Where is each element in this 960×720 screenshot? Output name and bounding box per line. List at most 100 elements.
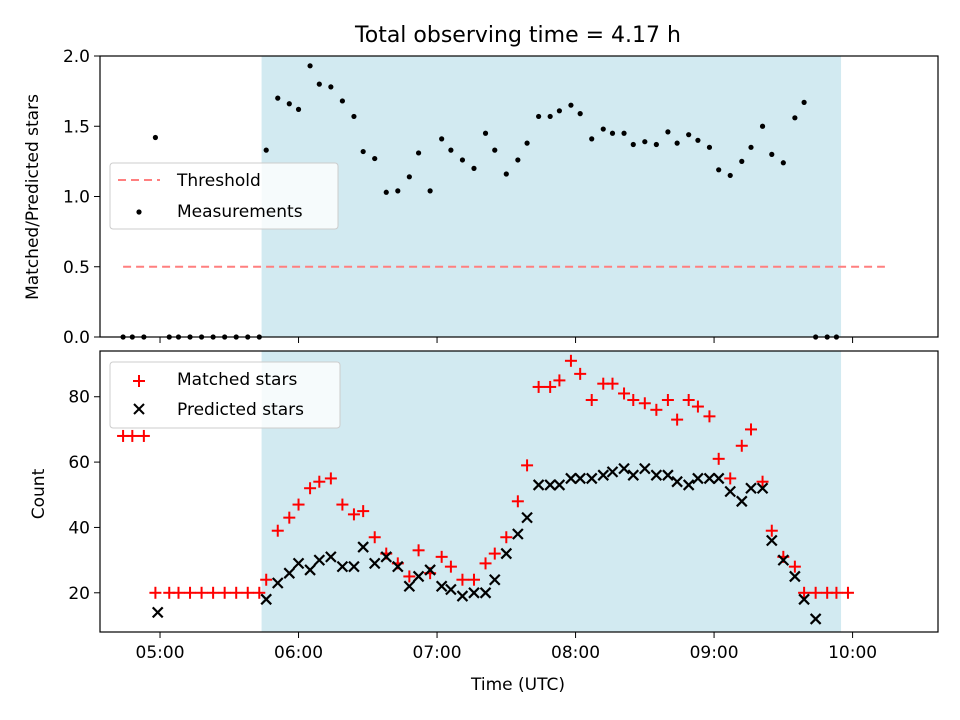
measurement-point [686, 132, 692, 138]
predicted-star-point [597, 469, 610, 481]
matched-star-point [756, 475, 769, 488]
predicted-star-point [745, 482, 757, 495]
measurement-point [328, 84, 334, 90]
measurement-point [780, 160, 786, 166]
predicted-star-point [348, 560, 360, 573]
measurement-point [427, 188, 433, 194]
matched-legend-marker [133, 375, 145, 387]
measurement-point [739, 158, 745, 164]
matched-star-point [260, 573, 273, 586]
predicted-star-point [574, 472, 586, 485]
matched-star-point [703, 410, 716, 423]
matched-star-point [241, 586, 254, 599]
y-tick-label: 20 [68, 584, 90, 604]
count-plot-frame [99, 350, 939, 633]
measurement-point [536, 113, 542, 120]
matched-star-point [253, 586, 266, 599]
matched-star-point [184, 586, 197, 599]
matched-star-point [357, 505, 370, 518]
measurement-point [406, 174, 412, 180]
predicted-star-point [618, 462, 630, 475]
matched-star-point [444, 560, 457, 573]
matched-star-point [691, 400, 704, 413]
matched-star-point [230, 586, 243, 599]
matched-star-point [618, 387, 631, 400]
matched-star-point [456, 573, 469, 586]
count-legend: Matched stars Predicted stars [109, 361, 341, 429]
matched-star-point [650, 403, 663, 416]
predicted-star-point [671, 475, 683, 488]
predicted-star-point [809, 613, 822, 625]
matched-star-point [564, 354, 577, 367]
predicted-star-point [627, 469, 640, 481]
matched-star-point [218, 586, 231, 599]
matched-star-point [745, 423, 758, 436]
predicted-star-point [488, 573, 501, 586]
measurement-point [415, 150, 422, 156]
measurement-point [727, 172, 733, 179]
x-tick-label: 05:00 [136, 643, 185, 663]
matched-star-point [532, 380, 545, 393]
count-observing-window [261, 351, 842, 632]
matched-star-point [488, 547, 501, 560]
matched-star-point [544, 380, 557, 393]
measurement-point [748, 144, 754, 150]
measurement-point [556, 108, 562, 114]
matched-legend-label: Matched stars [177, 370, 297, 390]
measurement-point [674, 140, 680, 146]
predicted-star-point [724, 485, 737, 498]
predicted-star-point [357, 541, 369, 553]
matched-star-point [765, 524, 778, 537]
matched-star-point [292, 498, 305, 511]
predicted-star-point [766, 534, 778, 547]
matched-star-point [724, 472, 737, 485]
ratio-y-axis-label: Matched/Predicted stars [23, 94, 43, 300]
predicted-star-point [435, 580, 448, 593]
measurement-point [716, 167, 722, 173]
measurement-point [395, 188, 401, 194]
x-tick-label: 07:00 [413, 643, 462, 663]
matched-star-point [585, 394, 598, 407]
matched-star-point [735, 439, 748, 452]
predicted-legend-marker [133, 403, 145, 415]
measurement-point [439, 136, 445, 142]
predicted-star-point [756, 482, 769, 495]
measurement-point [307, 63, 313, 69]
measurement-point [653, 141, 659, 148]
predicted-star-point [606, 466, 619, 478]
matched-star-point [403, 570, 416, 583]
predicted-star-point [703, 472, 716, 485]
matched-star-point [435, 550, 448, 563]
matched-star-point [574, 367, 587, 380]
predicted-star-point [500, 547, 513, 560]
matched-star-point [830, 586, 843, 599]
measurement-point [665, 129, 671, 135]
predicted-star-point [260, 593, 272, 606]
y-tick-label: 0.0 [63, 328, 90, 348]
predicted-star-point [313, 554, 326, 566]
matched-star-point [126, 429, 139, 442]
ratio-observing-window [261, 56, 842, 337]
matched-star-point [521, 459, 534, 472]
predicted-legend-label: Predicted stars [177, 400, 304, 420]
predicted-star-point [271, 577, 284, 589]
measurement-point [372, 155, 378, 162]
matched-star-point [712, 452, 725, 465]
predicted-star-point [798, 593, 810, 606]
predicted-star-point [532, 479, 545, 491]
matched-star-point [553, 374, 566, 387]
predicted-star-point [424, 564, 436, 576]
predicted-star-point [292, 557, 305, 570]
y-tick-label: 60 [68, 453, 90, 473]
matched-star-point [627, 394, 640, 407]
predicted-star-point [789, 570, 801, 583]
predicted-star-point [304, 564, 316, 576]
y-tick-label: 40 [68, 518, 90, 538]
predicted-star-point [639, 462, 651, 475]
predicted-star-point [283, 567, 296, 579]
measurement-point [577, 111, 583, 117]
x-tick-label: 08:00 [551, 643, 600, 663]
ratio-panel: 0.00.51.01.52.0 Matched/Predicted stars … [23, 47, 939, 348]
predicted-star-point [565, 472, 577, 485]
